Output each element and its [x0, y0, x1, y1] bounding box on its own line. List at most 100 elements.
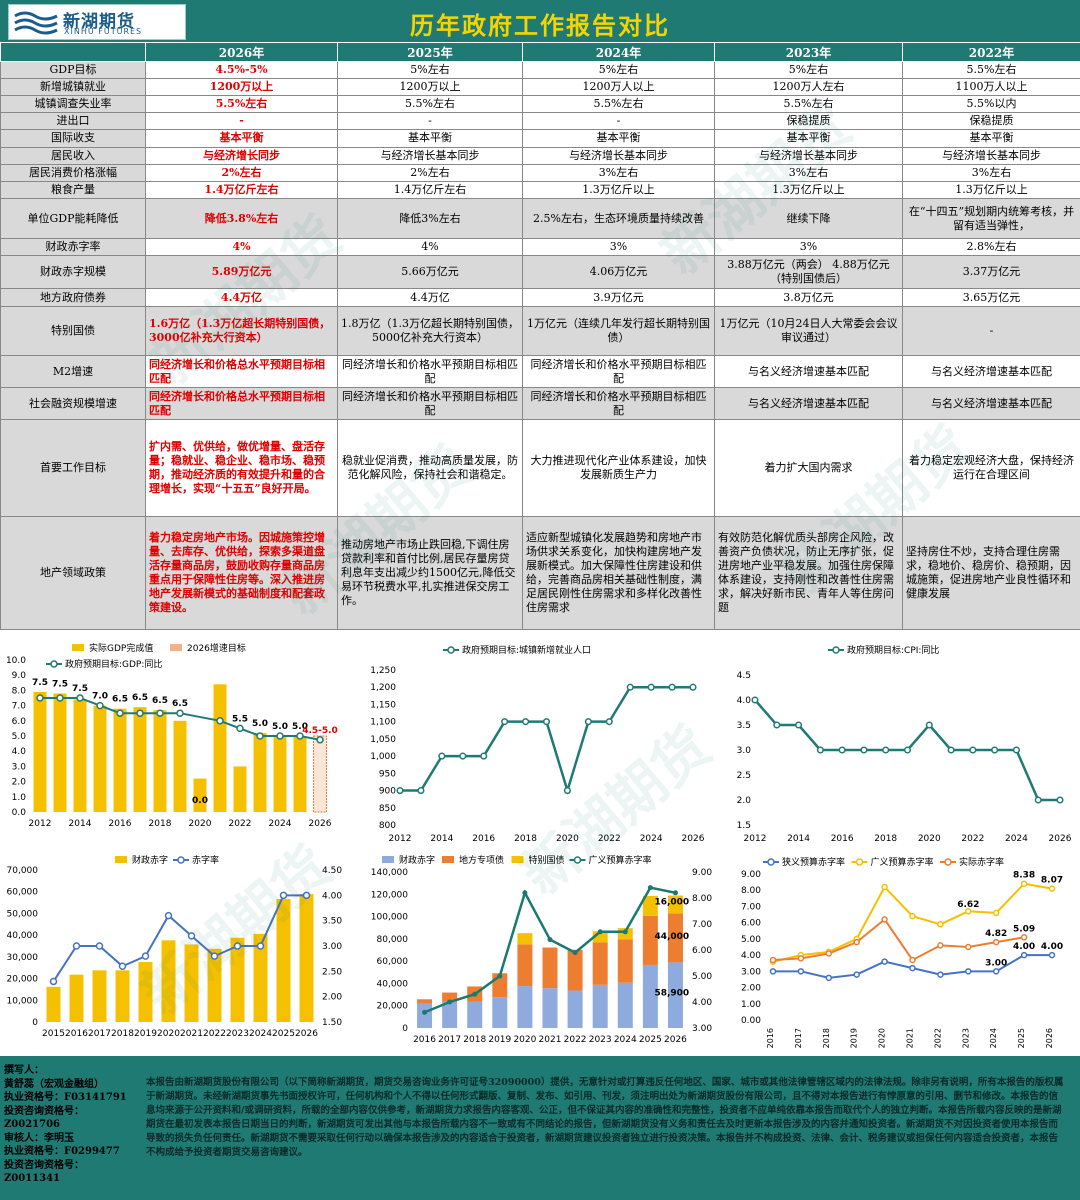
table-cell: -	[337, 112, 523, 131]
y-tick-label: 100,000	[371, 913, 408, 923]
x-tick-label: 2018	[822, 1028, 831, 1048]
stacked-bar-segment	[417, 1003, 433, 1028]
deficit-rate-point	[164, 911, 173, 920]
data-label: 6.5	[132, 693, 148, 703]
data-label: 5.0	[252, 719, 268, 729]
y-tick-label: 1.00	[741, 1000, 761, 1010]
rate-point	[937, 942, 944, 949]
data-label: 7.5	[52, 679, 68, 689]
rate-point	[965, 968, 972, 975]
table-cell: 3.37万亿元	[902, 255, 1080, 290]
table-cell: -	[902, 305, 1080, 356]
deficit-bar	[92, 970, 107, 1022]
data-point	[647, 683, 655, 691]
deficit-bar	[276, 899, 291, 1022]
y-tick-label: 70,000	[7, 866, 39, 876]
gdp-target-point	[176, 709, 184, 717]
data-point	[522, 718, 530, 726]
col-header-2024: 2024年	[522, 42, 715, 62]
row-label: 居民消费价格涨幅	[0, 163, 146, 182]
y-tick-label: 20,000	[7, 975, 39, 985]
broad-rate-point	[622, 929, 628, 935]
table-row: 特别国债 1.6万亿（1.3万亿超长期特别国债，3000亿补充大行资本） 1.8万亿…	[0, 305, 1080, 356]
gdp-target-point	[96, 701, 104, 710]
data-label: 5.09	[1013, 924, 1035, 934]
stacked-bar-segment	[442, 992, 458, 1002]
legend-label: 赤字率	[192, 854, 219, 866]
data-point	[480, 752, 488, 760]
x-tick-label: 2014	[69, 819, 92, 829]
rate-point	[881, 916, 888, 923]
deficit-rate-point	[302, 891, 311, 900]
y-tick-label: 10,000	[7, 996, 39, 1006]
charts-area: 0.0 1.0 2.0 3.0 4.0 5.0 6.0 7.0 8.0 9.0 10.0 7.5 7.5…	[0, 630, 1080, 1056]
gdp-chart: 0.0 1.0 2.0 3.0 4.0 5.0 6.0 7.0 8.0 9.0 10.0 7.5 7.5…	[6, 642, 338, 829]
data-label: 5.0	[292, 722, 308, 732]
y2-tick-label: 3.00	[692, 1024, 712, 1034]
deficit-bar	[230, 937, 245, 1022]
table-cell: 5.5%左右	[145, 95, 338, 114]
data-label: 5.0	[272, 722, 288, 732]
x-tick-label: 2023	[589, 1035, 612, 1045]
table-cell: 1200万人左右	[714, 78, 903, 97]
x-tick-label: 2025	[639, 1035, 662, 1045]
rate-point	[992, 909, 1000, 917]
data-point	[1034, 796, 1042, 804]
rate-line	[772, 882, 1053, 963]
y-tick-label: 5.0	[12, 732, 27, 742]
table-cell: 5.89万亿元	[145, 255, 338, 290]
deficit-rate-chart: 0.00 1.00 2.00 3.00 4.00 5.00 6.00 7.00 8.00 9.00…	[741, 856, 1063, 1048]
wave-logo-icon	[13, 8, 59, 36]
table-cell: 2.5%左右，生态环境质量持续改善	[522, 197, 715, 240]
y-tick-label: 7.0	[12, 702, 27, 712]
row-label: 社会融资规模增速	[0, 387, 146, 421]
table-cell: 与名义经济增速基本匹配	[714, 354, 903, 389]
y-tick-label: 4.0	[12, 747, 27, 757]
table-cell: 同经济增长和价格水平预期目标相匹配	[522, 354, 715, 389]
x-tick-label: 2026	[309, 819, 332, 829]
data-point	[838, 746, 846, 754]
footer: 撰写人： 黄舒蕊（宏观金融组） 执业资格号：F03141791 投资咨询资格号：…	[0, 1056, 1080, 1200]
deficit-bar	[46, 986, 61, 1022]
y-tick-label: 0	[32, 1018, 38, 1028]
y-tick-label: 60,000	[7, 888, 39, 898]
stacked-bar-segment	[667, 913, 683, 963]
table-cell: 3.88万亿元（两会） 4.88万亿元（特别国债后）	[714, 255, 903, 290]
row-label: 地方政府债券	[0, 288, 146, 307]
x-tick-label: 2020	[513, 1035, 536, 1045]
deficit-bar	[299, 894, 314, 1022]
y-tick-label: 850	[379, 804, 396, 814]
table-cell: 与名义经济增速基本匹配	[902, 354, 1080, 389]
table-cell: 2.8%左右	[902, 238, 1080, 257]
data-label: 8.07	[1041, 876, 1063, 886]
stacked-bar-segment	[442, 1001, 458, 1028]
table-cell: 5.5%左右	[714, 95, 903, 114]
stacked-bar-segment	[567, 949, 583, 991]
data-point	[1056, 796, 1064, 804]
x-tick-label: 2018	[874, 834, 897, 844]
data-label: 8.38	[1013, 871, 1035, 881]
legend-label: 政府预期目标:GDP:同比	[65, 658, 162, 670]
rate-point	[825, 974, 833, 982]
table-cell: 1.3万亿斤以上	[902, 180, 1080, 199]
data-label: 6.5	[152, 696, 168, 706]
rate-point	[965, 908, 972, 915]
table-cell: 与名义经济增速基本匹配	[902, 387, 1080, 421]
x-tick-label: 2012	[744, 834, 767, 844]
data-label: 7.5	[32, 678, 48, 688]
x-tick-label: 2024	[640, 834, 663, 844]
row-label: 新增城镇就业	[0, 78, 146, 97]
legend-swatch	[382, 856, 394, 863]
x-tick-label: 2024	[249, 1029, 272, 1039]
table-cell: 在“十四五”规划期内统筹考核，并留有适当弹性，	[902, 197, 1080, 240]
stacked-bar-segment	[517, 944, 533, 987]
table-cell: 3%左右	[522, 163, 715, 182]
table-row: 首要工作目标 扩内需、优供给，做优增量、盘活存量；稳就业、稳企业、稳市场、稳预期，…	[0, 419, 1080, 518]
table-row: 进出口 - - - 保稳提质 保稳提质	[0, 112, 1080, 131]
legend-swatch	[442, 856, 454, 863]
broad-rate-point	[647, 885, 653, 891]
x-tick-label: 2023	[226, 1029, 249, 1039]
rate-point	[937, 971, 944, 978]
rate-point	[909, 912, 916, 920]
x-tick-label: 2022	[564, 1035, 587, 1045]
